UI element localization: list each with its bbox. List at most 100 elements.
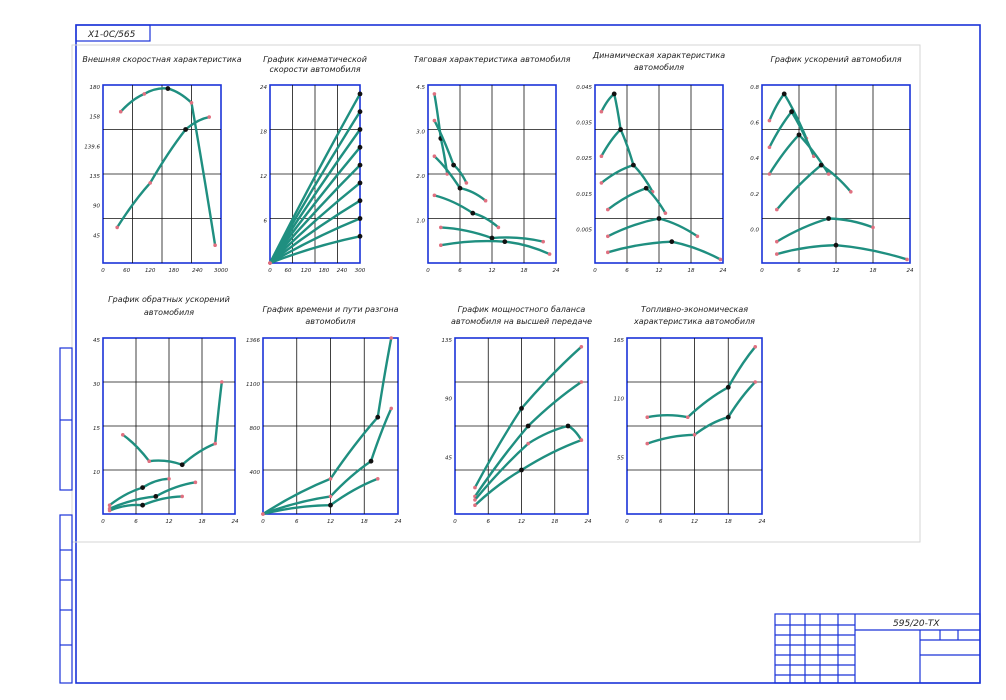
y-tick-label: 139.6 xyxy=(84,144,100,150)
x-tick-label: 120 xyxy=(301,268,312,274)
curve-point xyxy=(464,181,469,185)
curve-point xyxy=(268,261,272,265)
chart-title: График ускорений автомобиля xyxy=(770,55,901,64)
x-tick-label: 24 xyxy=(553,268,560,274)
curve-point xyxy=(473,485,477,490)
x-tick-label: 240 xyxy=(337,268,348,274)
curve-point xyxy=(871,225,875,230)
curve-point xyxy=(645,441,650,446)
y-tick-label: 400 xyxy=(250,470,261,476)
x-tick-label: 24 xyxy=(395,519,402,525)
curve-point xyxy=(357,216,363,221)
chart-title: Динамическая характеристика xyxy=(592,51,725,60)
y-tick-label: 10 xyxy=(93,470,100,476)
curve-point xyxy=(118,109,123,114)
x-tick-label: 0 xyxy=(268,268,272,274)
x-tick-label: 60 xyxy=(285,268,292,274)
curve-point xyxy=(148,181,152,185)
y-tick-label: 0.015 xyxy=(576,192,592,198)
curve-point xyxy=(328,502,333,508)
curve-point xyxy=(818,162,824,168)
curve-point xyxy=(599,181,604,185)
chart-8: График мощностного баланса автомобиля на … xyxy=(442,305,593,525)
y-tick-label: 135 xyxy=(442,338,453,344)
curve-point xyxy=(753,345,758,349)
y-tick-label: 0.025 xyxy=(576,156,592,162)
curve-point xyxy=(180,494,184,499)
y-tick-label: 180 xyxy=(90,85,101,91)
curve-point xyxy=(692,433,697,437)
curve-point xyxy=(695,234,700,239)
curve-point xyxy=(541,239,545,244)
chart-subtitle: автомобиля xyxy=(634,63,684,72)
curve-point xyxy=(368,458,374,464)
chart-subtitle: характеристика автомобиля xyxy=(633,317,755,326)
y-tick-label: 6 xyxy=(264,219,268,225)
curve xyxy=(122,381,223,467)
x-tick-label: 0 xyxy=(625,519,629,525)
curve-point xyxy=(165,86,171,91)
curve xyxy=(440,239,551,256)
chart-3: Тяговая характеристика автомобиля 4.5 3.0 2… xyxy=(414,55,571,274)
curve xyxy=(116,115,210,229)
y-tick-label: 0.005 xyxy=(576,227,592,233)
curve-point xyxy=(656,216,662,221)
curve-point xyxy=(147,459,151,464)
curve xyxy=(119,87,217,246)
curve xyxy=(776,243,908,261)
curve-point xyxy=(375,477,380,481)
curve-point xyxy=(121,433,125,437)
x-tick-label: 120 xyxy=(145,268,156,274)
curve-point xyxy=(357,198,363,204)
curve-point xyxy=(142,92,147,96)
y-tick-label: 0.8 xyxy=(750,85,759,91)
y-tick-label: 90 xyxy=(445,397,452,403)
curve-point xyxy=(579,438,584,442)
y-tick-label: 165 xyxy=(614,338,625,344)
curve xyxy=(776,217,874,243)
x-tick-label: 6 xyxy=(487,519,491,525)
curve-point xyxy=(781,91,787,97)
curve-point xyxy=(153,494,159,499)
curve-point xyxy=(718,257,723,262)
curve-point xyxy=(107,508,112,513)
curve-point xyxy=(389,406,394,411)
curve-point xyxy=(833,242,839,248)
x-tick-label: 18 xyxy=(688,268,695,274)
curve-point xyxy=(261,512,265,516)
chart-1: Внешняя скоростная характеристика 180 158 1… xyxy=(82,55,241,274)
curve-point xyxy=(606,234,610,239)
x-tick-label: 6 xyxy=(134,519,138,525)
x-tick-label: 12 xyxy=(489,268,496,274)
curve-point xyxy=(519,467,524,473)
curve-point xyxy=(220,380,224,384)
curve-point xyxy=(140,502,146,508)
curve-point xyxy=(775,239,779,244)
x-tick-label: 24 xyxy=(232,519,239,525)
x-tick-label: 12 xyxy=(833,268,840,274)
curve-point xyxy=(849,190,853,194)
curve-point xyxy=(669,239,675,245)
curve-point xyxy=(357,127,363,132)
curve xyxy=(768,109,815,157)
curve-point xyxy=(599,154,604,158)
x-tick-label: 24 xyxy=(585,519,592,525)
curve-point xyxy=(611,91,617,97)
curve xyxy=(600,127,635,166)
y-tick-label: 135 xyxy=(90,174,101,180)
title-block xyxy=(774,613,981,684)
curve-point xyxy=(107,503,112,508)
x-tick-label: 18 xyxy=(870,268,877,274)
curve-point xyxy=(789,109,794,115)
curve-point xyxy=(496,225,501,230)
curve xyxy=(269,217,361,265)
outer-frame xyxy=(75,24,981,684)
chart-9: Топливно-экономическая характеристика авт… xyxy=(614,305,766,525)
curve xyxy=(474,424,583,501)
curve-point xyxy=(767,118,772,123)
x-tick-label: 18 xyxy=(361,519,368,525)
curve-point xyxy=(473,498,477,502)
curve-point xyxy=(451,162,456,168)
curve xyxy=(775,163,852,211)
chart-title: Тяговая характеристика автомобиля xyxy=(414,55,571,64)
